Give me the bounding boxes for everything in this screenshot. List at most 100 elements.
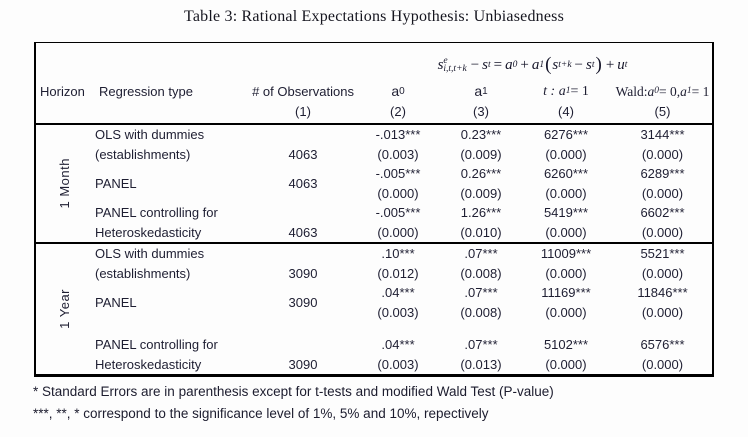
formula-lparen: ( xyxy=(545,54,552,75)
formula-plus2: + xyxy=(605,56,615,73)
formula-minus: − xyxy=(470,56,480,73)
t-test-pvalue: (0.000) xyxy=(545,185,587,201)
t-test-pvalue: (0.000) xyxy=(545,146,587,162)
wald-test-value: 5521*** xyxy=(640,246,685,261)
a1-coefficient: .07*** xyxy=(464,246,498,261)
wald-sub1: 1 xyxy=(686,86,692,96)
a1-coefficient: 0.26*** xyxy=(460,166,502,181)
wald-mid: = 0, xyxy=(659,84,681,99)
regression-type-label: OLS with dummies xyxy=(95,246,205,261)
formula-equals: = xyxy=(493,56,503,73)
column-number-3: (3) xyxy=(473,104,489,119)
table-row: PANEL controlling for Heteroskedasticity… xyxy=(93,203,712,242)
a1-coefficient: .07*** xyxy=(464,337,498,352)
a0-coefficient: -.013*** xyxy=(375,127,421,142)
a0-coefficient: -.005*** xyxy=(375,166,421,181)
observations-value: 4063 xyxy=(288,146,318,162)
formula-plus: + xyxy=(520,56,529,73)
observations-value: 4063 xyxy=(288,175,318,191)
formula-a0: a xyxy=(505,56,513,73)
a1-std-error: (0.013) xyxy=(460,356,502,372)
regression-type-label: OLS with dummies xyxy=(95,127,205,142)
regression-type-label-2: Heteroskedasticity xyxy=(95,356,202,372)
a1-std-error: (0.010) xyxy=(460,224,502,240)
wald-test-pvalue: (0.000) xyxy=(641,304,684,320)
regression-type-label-2: (establishments) xyxy=(95,146,191,162)
formula-s3: s xyxy=(552,56,559,73)
horizon-cell: 1 Month xyxy=(36,125,93,242)
a1-std-error: (0.009) xyxy=(460,185,502,201)
t-test-pvalue: (0.000) xyxy=(545,304,587,320)
table-row: OLS with dummies (establishments) 4063 -… xyxy=(93,125,712,164)
regression-equation: s e i,t,t+k − s t = a 0 + a 1(s t+k − s t) + u t xyxy=(353,43,712,81)
formula-scripts: e i,t,t+k xyxy=(443,56,467,74)
formula-s2: s xyxy=(482,56,489,73)
formula-sub6: t xyxy=(591,60,595,70)
results-table: s e i,t,t+k − s t = a 0 + a 1(s t+k − s t) + u t Horizon R… xyxy=(34,42,714,377)
a1-coefficient: 0.23*** xyxy=(460,127,502,142)
section-rows: OLS with dummies (establishments) 4063 -… xyxy=(93,125,712,242)
t-test-pvalue: (0.000) xyxy=(545,356,587,372)
a0-std-error: (0.003) xyxy=(377,356,419,372)
formula-sub4: 1 xyxy=(539,60,545,70)
section-rows: OLS with dummies (establishments) 3090 .… xyxy=(93,244,712,374)
column-header-regression-type: Regression type xyxy=(99,84,193,99)
wald-test-pvalue: (0.000) xyxy=(641,146,684,162)
column-header-observations: # of Observations xyxy=(252,84,354,99)
formula-s4: s xyxy=(586,56,592,73)
wald-test-value: 6602*** xyxy=(640,205,685,220)
a1-sub: 1 xyxy=(482,86,488,97)
horizon-label-1-year: 1 Year xyxy=(57,289,72,329)
wald-sub0: 0 xyxy=(654,86,660,96)
a0-std-error: (0.000) xyxy=(377,185,419,201)
formula-subscript: i,t,t+k xyxy=(443,64,467,74)
wald-a0: a xyxy=(647,84,655,99)
section-1-month: 1 Month OLS with dummies (establishments… xyxy=(36,125,712,244)
wald-test-value: 6289*** xyxy=(640,166,685,181)
column-number-4: (4) xyxy=(558,104,574,119)
wald-test-value: 3144*** xyxy=(640,127,685,142)
a1-std-error: (0.009) xyxy=(460,146,502,162)
formula-s: s xyxy=(437,56,444,73)
t-test-value: 11009*** xyxy=(540,246,592,261)
a0-std-error: (0.000) xyxy=(377,224,419,240)
wald-test-pvalue: (0.000) xyxy=(641,356,684,372)
formula-minus2: − xyxy=(574,56,584,73)
wald-test-pvalue: (0.000) xyxy=(641,265,684,281)
a0-base: a xyxy=(391,83,400,99)
column-number-2: (2) xyxy=(390,104,406,119)
wald-test-value: 11846*** xyxy=(637,285,688,300)
t-test-value: 11169*** xyxy=(541,285,591,300)
formula-superscript: e xyxy=(443,56,448,66)
t-test-value: 5102*** xyxy=(543,337,589,352)
a0-std-error: (0.003) xyxy=(377,304,419,320)
regression-type-label-2: (establishments) xyxy=(95,265,191,281)
column-number-1: (1) xyxy=(295,104,311,119)
t-test-pvalue: (0.000) xyxy=(545,224,587,240)
formula-rparen: ) xyxy=(595,54,602,75)
t-test-value: 5419*** xyxy=(543,205,589,220)
table-footnotes: * Standard Errors are in parenthesis exc… xyxy=(33,381,733,425)
a0-coefficient: -.005*** xyxy=(375,205,421,220)
section-1-year: 1 Year OLS with dummies (establishments)… xyxy=(36,244,712,374)
table-row: OLS with dummies (establishments) 3090 .… xyxy=(93,244,712,283)
table-title: Table 3: Rational Expectations Hypothesi… xyxy=(183,8,565,25)
formula-u: u xyxy=(617,56,625,73)
regression-type-label-2: Heteroskedasticity xyxy=(95,224,202,240)
wald-end: = 1 xyxy=(691,84,710,99)
column-number-5: (5) xyxy=(654,104,671,119)
regression-type-label: PANEL controlling for xyxy=(95,337,218,352)
a1-std-error: (0.008) xyxy=(460,304,502,320)
observations-value: 3090 xyxy=(288,294,318,310)
a1-coefficient: .07*** xyxy=(464,285,498,300)
formula-sub2: t xyxy=(488,60,491,70)
table-row: PANEL 4063 -.005*** (0.000) 0.26*** (0.0… xyxy=(93,164,712,203)
wald-test-pvalue: (0.000) xyxy=(641,185,684,201)
a1-coefficient: 1.26*** xyxy=(460,205,502,220)
footnote-standard-errors: * Standard Errors are in parenthesis exc… xyxy=(33,384,554,399)
column-header-horizon: Horizon xyxy=(40,84,85,99)
a0-coefficient: .10*** xyxy=(381,246,415,261)
t-test-value: 6260*** xyxy=(543,166,589,181)
